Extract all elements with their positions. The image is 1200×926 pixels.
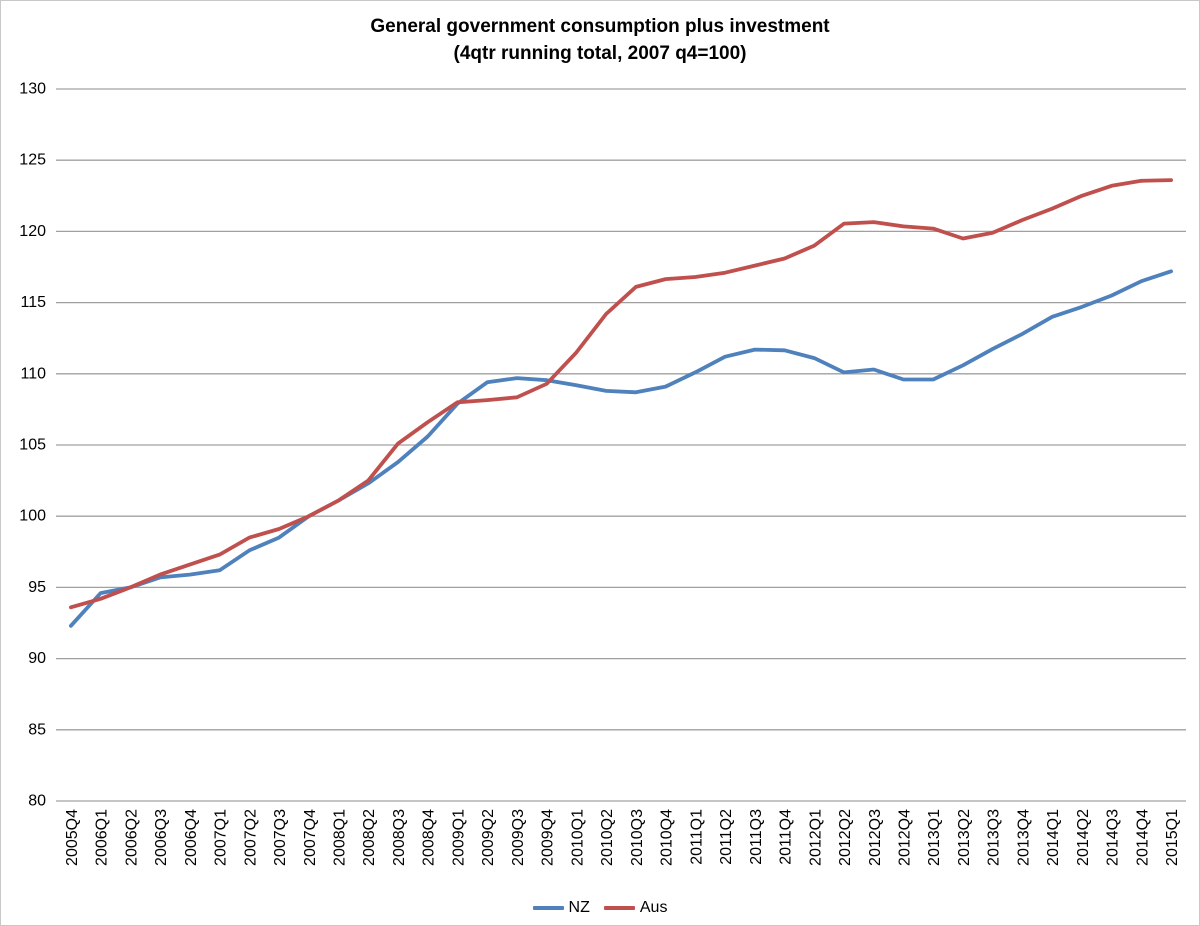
x-tick-label: 2009Q3 bbox=[510, 809, 527, 866]
legend-item-nz: NZ bbox=[532, 899, 590, 917]
x-tick-label: 2011Q3 bbox=[748, 809, 765, 865]
x-tick-label: 2013Q2 bbox=[956, 809, 973, 866]
chart-subtitle: (4qtr running total, 2007 q4=100) bbox=[453, 43, 747, 64]
x-tick-label: 2009Q1 bbox=[450, 809, 467, 866]
x-tick-label: 2012Q1 bbox=[807, 809, 824, 866]
legend-label-nz: NZ bbox=[568, 899, 590, 916]
y-tick-label: 125 bbox=[19, 152, 46, 169]
y-tick-label: 105 bbox=[19, 437, 46, 454]
x-tick-label: 2013Q1 bbox=[926, 809, 943, 866]
x-tick-label: 2008Q4 bbox=[421, 809, 438, 866]
x-tick-label: 2007Q3 bbox=[272, 809, 289, 866]
x-tick-label: 2014Q2 bbox=[1075, 809, 1092, 866]
x-tick-label: 2008Q1 bbox=[332, 809, 349, 866]
y-tick-label: 110 bbox=[20, 365, 46, 382]
x-tick-label: 2010Q3 bbox=[629, 809, 646, 866]
x-tick-label: 2015Q1 bbox=[1164, 809, 1181, 866]
y-tick-label: 115 bbox=[20, 294, 46, 311]
x-tick-label: 2008Q3 bbox=[391, 809, 408, 866]
x-tick-label: 2011Q2 bbox=[718, 809, 735, 865]
x-tick-label: 2008Q2 bbox=[361, 809, 378, 866]
y-tick-label: 90 bbox=[28, 650, 46, 667]
chart-legend: NZ Aus bbox=[1, 899, 1199, 917]
x-tick-label: 2006Q1 bbox=[94, 809, 111, 866]
legend-swatch-aus bbox=[603, 906, 635, 910]
y-tick-label: 120 bbox=[19, 223, 46, 240]
legend-item-aus: Aus bbox=[603, 899, 668, 917]
x-tick-label: 2010Q2 bbox=[599, 809, 616, 866]
x-tick-label: 2014Q4 bbox=[1134, 809, 1151, 866]
x-tick-label: 2014Q3 bbox=[1105, 809, 1122, 866]
x-tick-label: 2006Q4 bbox=[183, 809, 200, 866]
x-tick-label: 2013Q4 bbox=[1015, 809, 1032, 866]
chart-title: General government consumption plus inve… bbox=[370, 16, 830, 37]
x-tick-label: 2006Q2 bbox=[123, 809, 140, 866]
y-tick-label: 80 bbox=[28, 793, 46, 810]
y-tick-label: 85 bbox=[28, 721, 46, 738]
x-tick-label: 2007Q1 bbox=[213, 809, 230, 866]
y-tick-label: 100 bbox=[19, 508, 46, 525]
x-tick-label: 2009Q4 bbox=[540, 809, 557, 866]
x-tick-label: 2011Q1 bbox=[688, 809, 705, 865]
y-tick-label: 130 bbox=[19, 81, 46, 98]
x-tick-label: 2007Q2 bbox=[242, 809, 259, 866]
y-tick-label: 95 bbox=[28, 579, 46, 596]
x-tick-label: 2011Q4 bbox=[778, 809, 795, 865]
x-tick-label: 2010Q4 bbox=[659, 809, 676, 866]
legend-swatch-nz bbox=[532, 906, 564, 910]
x-tick-label: 2013Q3 bbox=[986, 809, 1003, 866]
nz-line bbox=[69, 269, 1173, 628]
x-tick-label: 2014Q1 bbox=[1045, 809, 1062, 866]
x-tick-label: 2010Q1 bbox=[569, 809, 586, 866]
x-tick-label: 2009Q2 bbox=[480, 809, 497, 866]
chart-title-block: General government consumption plus inve… bbox=[1, 13, 1199, 67]
x-tick-label: 2012Q3 bbox=[867, 809, 884, 866]
x-tick-label: 2012Q4 bbox=[897, 809, 914, 866]
legend-label-aus: Aus bbox=[639, 899, 668, 916]
aus-line bbox=[69, 178, 1173, 610]
x-tick-label: 2006Q3 bbox=[153, 809, 170, 866]
x-tick-label: 2007Q4 bbox=[302, 809, 319, 866]
x-tick-label: 2012Q2 bbox=[837, 809, 854, 866]
x-tick-label: 2005Q4 bbox=[64, 809, 81, 866]
